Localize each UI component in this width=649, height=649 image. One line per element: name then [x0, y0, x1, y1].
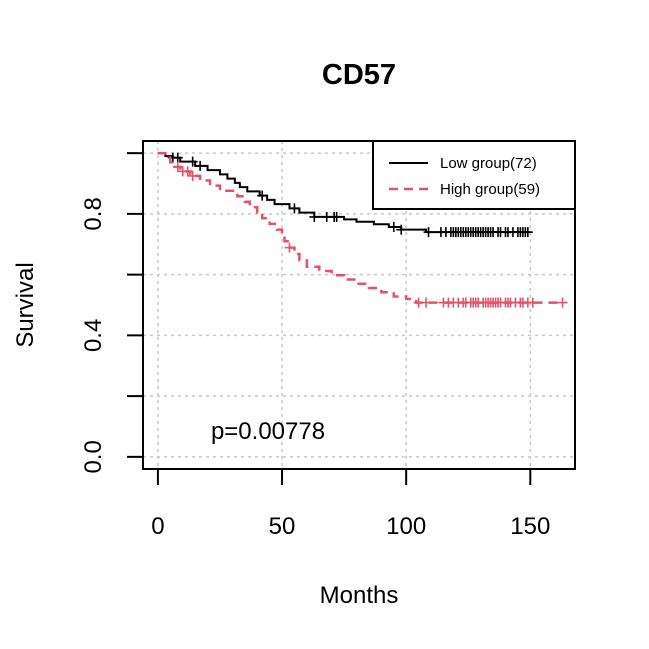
x-axis-label: Months: [320, 582, 399, 609]
legend-box: [372, 140, 576, 210]
censor-mark-0: [195, 160, 206, 171]
censor-mark-1: [284, 242, 295, 253]
legend: Low group(72) High group(59): [372, 140, 576, 210]
x-tick-label: 100: [386, 513, 426, 540]
x-tick-label: 0: [151, 513, 164, 540]
censor-mark-1: [421, 297, 432, 308]
censor-mark-1: [557, 297, 568, 308]
censor-mark-0: [289, 203, 300, 214]
p-value-annotation: p=0.00778: [211, 418, 325, 445]
y-axis: 0.0 0.4 0.8: [80, 152, 143, 474]
censor-mark-0: [396, 224, 407, 235]
x-tick-label: 150: [510, 513, 550, 540]
series-layer: [157, 151, 568, 308]
chart-title: CD57: [322, 59, 396, 91]
censor-mark-0: [172, 152, 183, 163]
censor-mark-0: [309, 211, 320, 222]
plot-frame: [142, 140, 576, 470]
legend-label-low: Low group(72): [440, 155, 537, 172]
censor-mark-1: [187, 170, 198, 181]
censor-mark-1: [527, 297, 538, 308]
y-tick-label: 0.8: [80, 197, 107, 230]
censor-mark-0: [257, 190, 268, 201]
series-line-1: [157, 151, 563, 304]
censor-mark-0: [187, 156, 198, 167]
censor-mark-0: [388, 221, 399, 232]
x-tick-label: 50: [269, 513, 296, 540]
x-axis: 0 50 100 150: [151, 469, 550, 540]
y-axis-label: Survival: [12, 262, 39, 347]
censor-mark-1: [172, 161, 183, 172]
censor-mark-0: [331, 211, 342, 222]
y-tick-label: 0.0: [80, 440, 107, 473]
censor-mark-1: [182, 166, 193, 177]
y-tick-label: 0.4: [80, 319, 107, 352]
legend-label-high: High group(59): [440, 181, 540, 198]
censor-mark-0: [522, 227, 533, 238]
censor-mark-0: [423, 227, 434, 238]
